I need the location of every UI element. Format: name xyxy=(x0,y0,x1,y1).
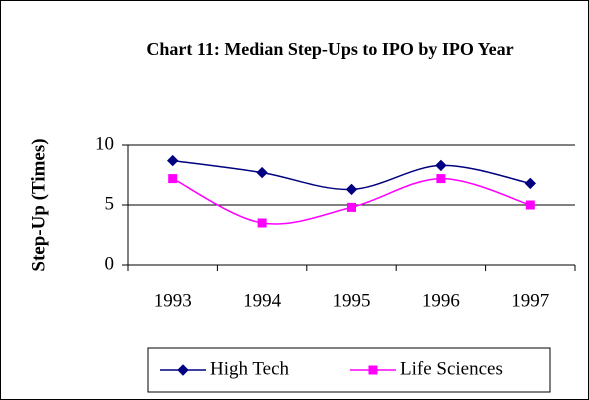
marker xyxy=(257,218,267,228)
marker xyxy=(436,174,446,184)
y-tick-label: 10 xyxy=(95,133,114,154)
marker xyxy=(524,177,537,190)
x-tick-label: 1995 xyxy=(333,290,371,311)
y-axis-label: Step-Up (Times) xyxy=(28,138,49,271)
y-tick-label: 5 xyxy=(105,193,115,214)
x-tick-label: 1993 xyxy=(154,290,192,311)
marker xyxy=(256,166,268,179)
marker xyxy=(435,159,447,172)
marker xyxy=(166,154,179,167)
marker xyxy=(368,365,378,375)
marker xyxy=(345,183,358,196)
x-tick-label: 1996 xyxy=(422,290,460,311)
x-tick-label: 1997 xyxy=(511,290,549,311)
chart-title: Chart 11: Median Step-Ups to IPO by IPO … xyxy=(146,39,514,59)
y-tick-label: 0 xyxy=(105,253,115,274)
marker xyxy=(347,202,356,212)
x-tick-label: 1994 xyxy=(243,290,282,311)
marker xyxy=(168,174,178,184)
legend-box xyxy=(147,347,551,393)
legend-label: Life Sciences xyxy=(400,358,503,379)
legend-label: High Tech xyxy=(210,358,290,379)
marker xyxy=(177,364,189,376)
marker xyxy=(525,200,535,210)
